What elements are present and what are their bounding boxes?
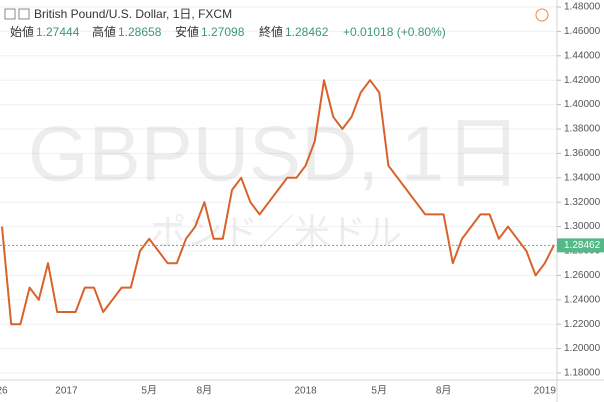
y-tick-label: 1.36000 <box>564 148 601 159</box>
price-line <box>1 79 555 326</box>
change: +0.01018 (+0.80%) <box>343 25 446 39</box>
high-value: 1.28658 <box>118 25 162 39</box>
last-price-tag <box>557 238 604 253</box>
y-tick-label: 1.26000 <box>564 270 601 281</box>
x-tick-label: 26 <box>0 386 8 397</box>
x-tick-label: 2018 <box>294 386 317 397</box>
y-tick-label: 1.44000 <box>564 50 601 61</box>
grid <box>0 6 557 374</box>
y-tick-label: 1.18000 <box>564 368 601 379</box>
y-tick-label: 1.30000 <box>564 221 601 232</box>
close-label: 終値 <box>259 24 283 39</box>
y-tick-label: 1.24000 <box>564 294 601 305</box>
y-tick-label: 1.38000 <box>564 124 601 135</box>
y-tick-label: 1.42000 <box>564 75 601 86</box>
x-tick-label: 8月 <box>197 385 213 397</box>
watermark-sub: ポンド／米ドル <box>150 212 402 253</box>
alert-icon[interactable] <box>535 8 549 22</box>
y-tick-label: 1.48000 <box>564 2 601 13</box>
y-tick-label: 1.20000 <box>564 343 601 354</box>
low-value: 1.27098 <box>201 25 245 39</box>
y-tick-label: 1.32000 <box>564 197 601 208</box>
y-tick-label: 1.22000 <box>564 319 601 330</box>
icon-expand[interactable] <box>4 8 16 20</box>
plot <box>0 79 557 326</box>
x-tick-label: 2019 <box>534 386 557 397</box>
icon-compare[interactable] <box>18 8 30 20</box>
x-tick-label: 8月 <box>436 385 452 397</box>
high-label: 高値 <box>92 24 116 39</box>
y-tick-label: 1.46000 <box>564 26 601 37</box>
close-value: 1.28462 <box>285 25 329 39</box>
open-value: 1.27444 <box>36 25 80 39</box>
y-tick-label: 1.40000 <box>564 99 601 110</box>
open-label: 始値 <box>10 24 34 39</box>
last-price-label: 1.28462 <box>564 240 601 251</box>
watermark: GBPUSD, 1日 <box>28 110 522 198</box>
low-label: 安値 <box>175 24 199 39</box>
x-tick-label: 5月 <box>371 385 387 397</box>
y-tick-label: 1.34000 <box>564 172 601 183</box>
chart-title: British Pound/U.S. Dollar, 1日, FXCM <box>34 7 232 21</box>
x-tick-label: 5月 <box>141 385 157 397</box>
x-tick-label: 2017 <box>55 386 78 397</box>
